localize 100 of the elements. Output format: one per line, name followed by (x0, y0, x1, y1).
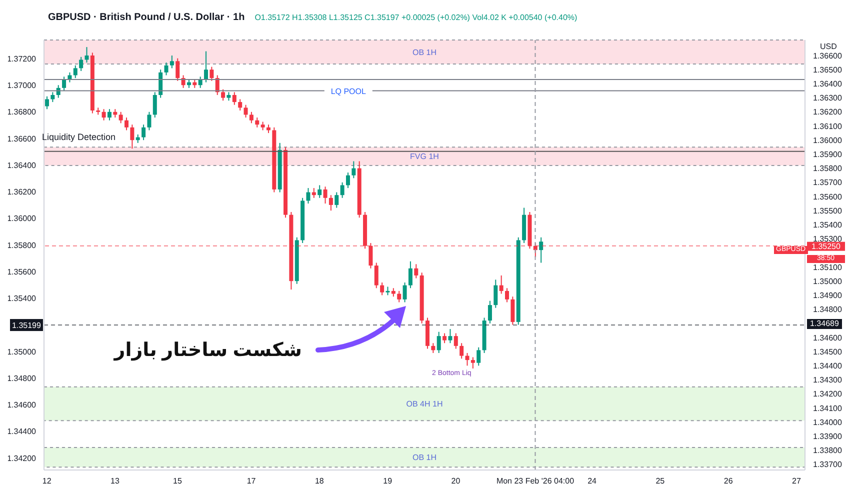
annotation: شکست ساختار بازار (114, 340, 302, 363)
x-tick-label: 12 (42, 476, 52, 484)
annotation: Liquidity Detection (42, 132, 116, 143)
candlestick (118, 111, 123, 124)
y-tick-label: 1.34600 (813, 333, 842, 342)
y2-tick-label: 1.34600 (7, 400, 37, 410)
ref-line-label: LQ POOL (330, 86, 367, 96)
band-label: FVG 1H (410, 152, 440, 162)
candlestick (494, 279, 498, 308)
candlestick (431, 342, 436, 354)
band-label: OB 4H 1H (406, 400, 443, 409)
candlestick (255, 117, 260, 128)
candlestick (84, 46, 89, 64)
x-tick-label: 26 (724, 476, 734, 484)
y2-tick-label: 1.34400 (7, 427, 37, 436)
y-tick-label: 1.36000 (813, 136, 842, 145)
candlestick (408, 260, 412, 289)
x-tick-label: 15 (173, 476, 182, 484)
x-tick-label: 13 (110, 476, 120, 484)
candlestick (158, 69, 163, 98)
x-tick-label: 19 (383, 476, 393, 484)
candlestick (221, 88, 226, 102)
y2-tick-label: 1.37200 (7, 54, 37, 64)
candlestick (107, 108, 112, 121)
candlestick (210, 66, 214, 82)
candlestick (454, 332, 458, 350)
candlestick (124, 117, 129, 131)
text: USD (820, 42, 837, 52)
candlestick (340, 182, 344, 198)
y-tick-label: 1.33800 (813, 446, 842, 456)
candlestick (323, 186, 328, 204)
candlestick (328, 194, 333, 212)
candlestick (368, 242, 373, 269)
y-tick-label: 1.36100 (813, 122, 842, 131)
y-tick-label: 1.36600 (813, 51, 842, 60)
y2-tick-label: 1.34200 (7, 454, 37, 463)
y-tick-label: 1.33700 (813, 460, 842, 470)
text: 1.34689 (807, 319, 842, 329)
candlestick (79, 56, 84, 72)
candlestick (62, 76, 66, 92)
candlestick (436, 331, 441, 354)
candlestick (476, 346, 481, 366)
y-tick-label: 1.36500 (813, 65, 842, 74)
candlestick (448, 328, 452, 344)
y-tick-label: 1.36300 (813, 94, 842, 103)
candlestick (170, 55, 174, 69)
y-tick-label: 1.34200 (813, 390, 842, 399)
chart-title: GBPUSD · British Pound / U.S. Dollar · 1h (48, 12, 245, 23)
y-tick-label: 1.33900 (813, 432, 842, 442)
candlestick (249, 111, 254, 124)
y2-tick-label: 1.35400 (7, 294, 37, 304)
candlestick (397, 290, 402, 303)
y-tick-label: 1.36200 (813, 108, 842, 117)
y2-tick-label: 1.34800 (7, 374, 37, 383)
candlestick (130, 124, 134, 150)
candlestick (510, 296, 515, 326)
band-label: OB 1H (412, 453, 437, 462)
y-tick-label: 1.34800 (813, 305, 842, 314)
candlestick (164, 62, 168, 76)
candlestick (539, 236, 544, 264)
candlestick (73, 64, 78, 79)
x-tick-label: 18 (314, 476, 324, 484)
candlestick (346, 172, 350, 189)
y-tick-label: 1.35400 (813, 220, 842, 230)
y2-tick-label: 1.35600 (7, 267, 37, 276)
x-tick-label: 25 (656, 476, 666, 484)
candlestick (147, 111, 152, 131)
candlestick (318, 184, 322, 198)
candlestick (238, 98, 242, 111)
y-tick-label: 1.35700 (813, 178, 842, 188)
y2-tick-label: 1.35000 (7, 347, 37, 356)
y2-tick-label: 1.35800 (7, 240, 37, 250)
x-tick-label: 20 (451, 476, 461, 484)
y-tick-label: 1.34100 (813, 404, 842, 413)
candlestick (442, 332, 447, 344)
candlestick (402, 282, 407, 303)
candlestick (102, 108, 106, 121)
candlestick (334, 192, 339, 208)
y2-tick-label: 1.37000 (7, 81, 37, 90)
y2-tick-label: 1.36000 (7, 214, 37, 224)
candlestick (45, 96, 49, 110)
y-tick-label: 1.34000 (813, 418, 842, 427)
candlestick (488, 300, 492, 324)
y-tick-label: 1.35100 (813, 262, 842, 272)
y-tick-label: 1.34400 (813, 362, 842, 371)
candlestick (204, 50, 208, 83)
candlestick (244, 104, 248, 118)
y-tick-label: 1.35300 (813, 234, 842, 244)
candlestick (460, 342, 464, 360)
candlestick (232, 92, 236, 106)
y2-tick-label: 1.36400 (7, 160, 37, 170)
x-tick-label: 17 (246, 476, 256, 484)
y-tick-label: 1.35800 (813, 164, 842, 174)
candlestick (306, 188, 310, 204)
candlestick (142, 124, 146, 141)
y-tick-label: 1.35500 (813, 206, 842, 216)
y-tick-label: 1.34300 (813, 376, 842, 385)
x-tick-label: 24 (588, 476, 598, 484)
candlestick (176, 58, 180, 82)
candlestick (505, 288, 510, 303)
